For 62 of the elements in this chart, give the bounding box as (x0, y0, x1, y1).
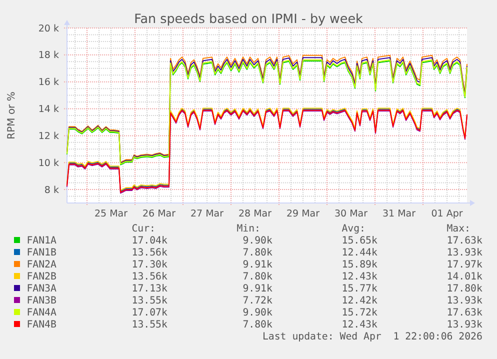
y-tick-label: 14 k (38, 104, 60, 116)
text: 13.93k (446, 248, 483, 258)
text: 17.30k (132, 260, 168, 270)
text: 9.91k (242, 284, 273, 294)
text: 7.72k (242, 296, 273, 306)
text: 17.07k (132, 308, 168, 318)
text: 17.13k (132, 284, 168, 294)
y-tick-label: 8 k (44, 184, 60, 196)
text: 15.72k (342, 308, 378, 318)
text: 9.90k (242, 236, 273, 246)
text: 12.42k (342, 296, 378, 306)
text: 9.91k (242, 260, 273, 270)
legend-label: FAN4A (26, 308, 56, 318)
text: 12.44k (342, 248, 378, 258)
text: 7.80k (242, 272, 273, 282)
legend-label: FAN3B (26, 296, 56, 306)
x-tick-label: 25 Mar (94, 208, 128, 220)
text: 17.80k (446, 284, 483, 294)
text: 17.97k (446, 260, 483, 270)
y-tick-label: 10 k (38, 158, 60, 169)
y-tick-label: 16 k (38, 77, 60, 88)
y-tick-label: 18 k (38, 50, 60, 62)
legend-label: FAN3A (26, 284, 56, 294)
x-tick-label: 01 Apr (431, 208, 463, 220)
text: Max: (446, 224, 470, 234)
text: 13.93k (446, 296, 483, 306)
text: 15.77k (342, 284, 378, 294)
text: Avg: (342, 224, 366, 234)
text: 7.80k (242, 320, 273, 330)
y-tick-label: 20 k (38, 23, 60, 34)
text: 13.56k (132, 248, 168, 258)
legend-label: FAN1A (26, 236, 56, 246)
text: 15.89k (342, 260, 378, 270)
x-tick-label: 30 Mar (334, 208, 368, 220)
chart-title: Fan speeds based on IPMI - by week (134, 11, 364, 26)
text: Min: (236, 224, 260, 234)
legend-label: FAN4B (26, 320, 56, 330)
text: Last update: Wed Apr 1 22:00:06 2026 (262, 332, 483, 342)
x-tick-label: 28 Mar (238, 208, 272, 220)
text: Cur: (132, 224, 156, 234)
x-tick-label: 27 Mar (190, 208, 224, 220)
x-tick-label: 26 Mar (142, 208, 176, 220)
text: 14.01k (446, 272, 483, 282)
text: 17.04k (132, 236, 168, 246)
text: 13.56k (132, 272, 168, 282)
y-tick-label: 12 k (38, 131, 60, 142)
legend-label: FAN1B (26, 248, 56, 258)
legend-label: FAN2A (26, 260, 56, 270)
text: 7.80k (242, 248, 273, 258)
legend-label: FAN2B (26, 272, 56, 282)
x-tick-label: 31 Mar (382, 208, 416, 220)
text: 9.90k (242, 308, 273, 318)
x-tick-label: 29 Mar (286, 208, 320, 220)
text: 17.63k (446, 236, 483, 246)
text: 17.63k (446, 308, 483, 318)
y-axis-title: RPM or % (6, 92, 18, 140)
text: 13.55k (132, 296, 168, 306)
text: 15.65k (342, 236, 378, 246)
text: 12.43k (342, 320, 378, 330)
text: 12.43k (342, 272, 378, 282)
text: 13.93k (446, 320, 483, 330)
text: 13.55k (132, 320, 168, 330)
